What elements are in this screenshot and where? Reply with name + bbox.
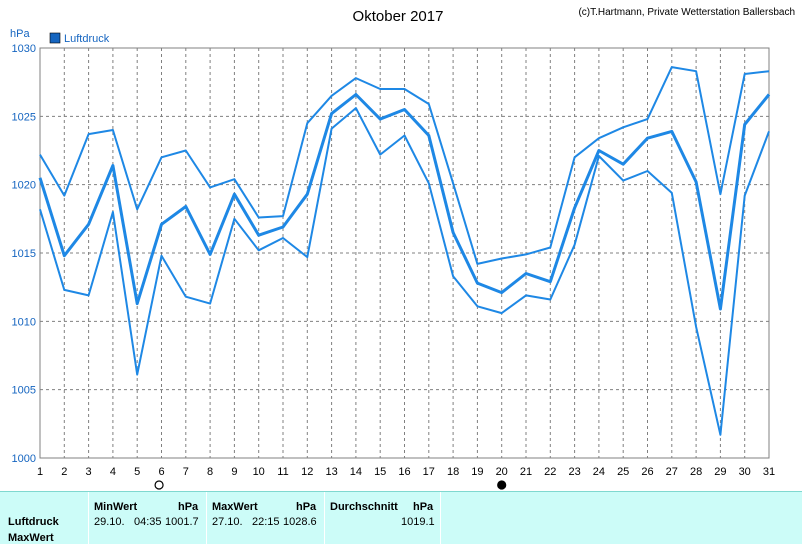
max-date: 27.10. <box>212 516 243 528</box>
x-tick-label: 29 <box>714 466 726 478</box>
min-time: 04:35 <box>134 516 162 528</box>
x-tick-label: 10 <box>253 466 265 478</box>
max-value: 1028.6 <box>283 516 317 528</box>
moon-new-icon <box>497 480 507 490</box>
series-line-max <box>39 66 770 265</box>
x-tick-label: 2 <box>61 466 67 478</box>
stats-label-column: Luftdruck MaxWert <box>0 492 89 544</box>
stats-min-column: MinWert hPa 29.10. 04:35 1001.7 <box>89 492 207 544</box>
avg-unit: hPa <box>413 501 434 513</box>
y-tick-label: 1010 <box>12 316 36 328</box>
x-tick-label: 4 <box>110 466 116 478</box>
x-tick-label: 30 <box>739 466 751 478</box>
x-tick-label: 24 <box>593 466 605 478</box>
x-tick-label: 27 <box>666 466 678 478</box>
y-axis-unit: hPa <box>10 28 30 40</box>
series-lines <box>38 66 771 436</box>
stats-max-column: MaxWert hPa 27.10. 22:15 1028.6 <box>207 492 325 544</box>
x-tick-label: 8 <box>207 466 213 478</box>
x-tick-label: 3 <box>86 466 92 478</box>
x-tick-labels: 1 2 3 4 5 6 7 8 9 10 11 12 13 14 15 16 17 18 19 20 21 22 23 24 2… <box>37 466 775 478</box>
moon-phase-markers <box>154 480 507 490</box>
x-tick-label: 20 <box>496 466 508 478</box>
chart-title: Oktober 2017 <box>353 8 444 25</box>
y-tick-labels: 1000 1005 1010 1015 1020 1025 1030 <box>12 43 36 465</box>
y-tick-label: 1025 <box>12 111 36 123</box>
x-tick-label: 18 <box>447 466 459 478</box>
stats-avg-column: Durchschnitt hPa 1019.1 <box>325 492 441 544</box>
x-tick-label: 25 <box>617 466 629 478</box>
grid-lines <box>40 48 769 458</box>
x-tick-label: 11 <box>277 466 288 478</box>
avg-value: 1019.1 <box>401 516 435 528</box>
x-tick-label: 6 <box>158 466 164 478</box>
legend-swatch <box>49 32 61 44</box>
x-tick-label: 14 <box>350 466 362 478</box>
x-tick-label: 13 <box>325 466 337 478</box>
legend-label: Luftdruck <box>64 33 110 45</box>
min-unit: hPa <box>178 501 199 513</box>
x-tick-label: 9 <box>231 466 237 478</box>
max-unit: hPa <box>296 501 317 513</box>
min-title: MinWert <box>94 501 138 513</box>
x-tick-label: 31 <box>763 466 775 478</box>
x-tick-label: 19 <box>471 466 483 478</box>
avg-title: Durchschnitt <box>330 501 398 513</box>
y-tick-label: 1005 <box>12 385 36 397</box>
x-tick-label: 16 <box>398 466 410 478</box>
x-tick-label: 23 <box>568 466 580 478</box>
min-value: 1001.7 <box>165 516 199 528</box>
y-tick-label: 1030 <box>12 43 36 55</box>
x-tick-label: 22 <box>544 466 556 478</box>
x-tick-label: 17 <box>423 466 435 478</box>
y-tick-label: 1015 <box>12 248 36 260</box>
x-tick-label: 26 <box>641 466 653 478</box>
pressure-chart: Oktober 2017 (c)T.Hartmann, Private Wett… <box>10 7 795 490</box>
series-line-min <box>39 107 770 436</box>
y-tick-label: 1000 <box>12 453 36 465</box>
statistics-panel: Luftdruck MaxWert MinWert hPa 29.10. 04:… <box>0 491 802 544</box>
x-tick-label: 1 <box>37 466 43 478</box>
moon-full-icon <box>154 480 164 490</box>
series-line-avg <box>38 93 771 311</box>
x-tick-label: 12 <box>301 466 313 478</box>
y-tick-label: 1020 <box>12 180 36 192</box>
x-tick-label: 5 <box>134 466 140 478</box>
max-title: MaxWert <box>212 501 258 513</box>
min-date: 29.10. <box>94 516 125 528</box>
x-tick-label: 7 <box>183 466 189 478</box>
stats-row-label-2: MaxWert <box>8 532 54 544</box>
max-time: 22:15 <box>252 516 280 528</box>
x-tick-label: 28 <box>690 466 702 478</box>
credit-text: (c)T.Hartmann, Private Wetterstation Bal… <box>578 7 795 18</box>
x-tick-label: 21 <box>520 466 532 478</box>
stats-row-label: Luftdruck <box>8 516 59 528</box>
x-tick-label: 15 <box>374 466 386 478</box>
